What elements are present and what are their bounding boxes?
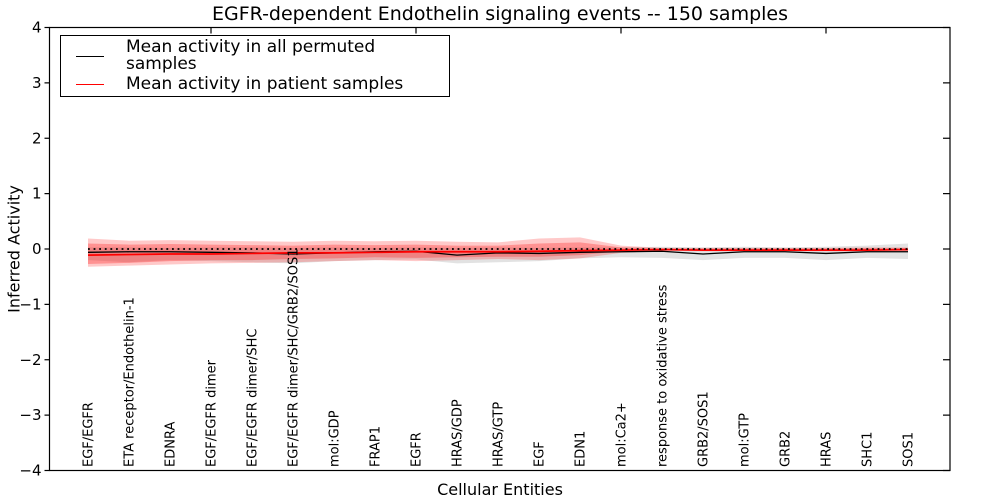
- category-label: ETA receptor/Endothelin-1: [123, 297, 138, 467]
- chart-title: EGFR-dependent Endothelin signaling even…: [211, 3, 789, 25]
- category-label: EDNRA: [164, 422, 179, 467]
- y-tick-label: 1: [32, 185, 42, 203]
- y-tick-label: −1: [19, 295, 41, 313]
- legend-line-sample-red: [76, 83, 104, 85]
- y-tick-label: 0: [32, 240, 42, 258]
- category-label: GRB2/SOS1: [697, 391, 712, 467]
- y-tick-label: 3: [32, 74, 42, 92]
- category-label: EGFR: [410, 432, 425, 467]
- y-tick-label: −3: [19, 406, 41, 424]
- category-label: GRB2: [779, 431, 794, 467]
- legend-line-sample-black: [76, 55, 104, 57]
- category-label: mol:Ca2+: [615, 402, 630, 467]
- y-tick-label: −2: [19, 351, 41, 369]
- legend-label-permuted: Mean activity in all permuted samples: [126, 37, 376, 75]
- category-label: response to oxidative stress: [656, 284, 671, 467]
- category-label: mol:GTP: [738, 413, 753, 467]
- category-label: EGF: [533, 441, 548, 467]
- category-label: SHC1: [861, 432, 876, 467]
- category-label: EGF/EGFR dimer/SHC: [246, 329, 261, 467]
- category-label: EGF/EGFR dimer/SHC/GRB2/SOS1: [287, 249, 302, 468]
- category-label: EGF/EGFR dimer: [205, 359, 220, 467]
- mean-line-patient: [87, 248, 909, 256]
- legend: Mean activity in all permuted samples Me…: [60, 35, 450, 97]
- y-tick-label: 4: [32, 19, 42, 37]
- category-label: HRAS: [820, 432, 835, 467]
- category-label: HRAS/GDP: [451, 399, 466, 467]
- category-label: EGF/EGFR: [82, 402, 97, 467]
- category-label: HRAS/GTP: [492, 402, 507, 467]
- legend-item-permuted: Mean activity in all permuted samples: [76, 39, 449, 73]
- category-label: SOS1: [902, 432, 917, 467]
- category-label: mol:GDP: [328, 410, 343, 467]
- x-axis-label: Cellular Entities: [437, 480, 563, 499]
- y-axis-label: Inferred Activity: [4, 185, 24, 313]
- category-label: EDN1: [574, 431, 589, 467]
- legend-label-patient: Mean activity in patient samples: [126, 73, 404, 94]
- legend-item-patient: Mean activity in patient samples: [76, 73, 449, 94]
- y-tick-label: −4: [19, 462, 41, 480]
- mean-line-permuted: [87, 250, 908, 256]
- category-label: FRAP1: [369, 426, 384, 467]
- y-tick-label: 2: [32, 129, 42, 147]
